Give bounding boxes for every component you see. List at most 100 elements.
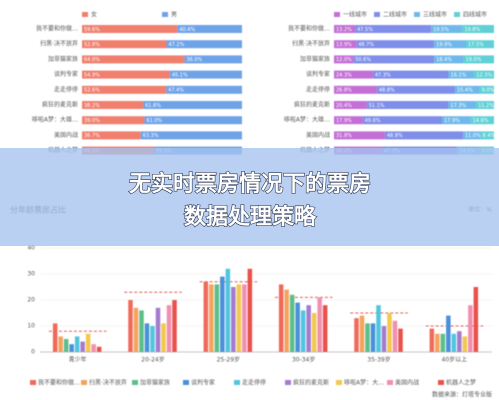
bar [322,305,328,352]
value-label: 48.8% [379,88,395,94]
bar [473,287,479,352]
bar-segment [82,25,178,33]
bar [247,268,253,352]
bar-segment [448,70,475,79]
value-label: 12.0% [336,57,352,63]
banner-band [0,148,499,246]
bar-segment [82,101,144,109]
value-label: 15.4% [457,88,473,94]
legend-label: 男 [171,12,177,19]
bar [150,326,155,352]
legend-swatch [285,380,291,385]
bar [311,313,317,352]
bar [365,323,370,352]
bar [166,305,172,352]
value-label: 17.5% [468,42,484,48]
bar [451,333,457,352]
bar [236,284,242,352]
value-label: 11.2% [478,103,494,109]
x-tick-label: 35-39岁 [367,356,390,364]
bar-segment [372,70,449,79]
value-label: 64.0% [84,57,100,63]
row-label: 走走停停 [54,85,78,93]
value-label: 47.4% [168,88,184,94]
bar-segment [463,55,494,64]
value-label: 36.0% [186,57,202,63]
value-label: 24.3% [336,72,352,78]
bar-segment [177,25,242,33]
bar-segment [143,101,242,109]
bar [225,268,231,352]
legend-label: 机器人之梦 [446,379,476,387]
bar [446,315,451,352]
bar [96,346,102,352]
bar [457,331,462,352]
value-label: 26.8% [336,88,352,94]
x-tick-label: 30-34岁 [292,356,315,364]
bar-segment [82,131,141,140]
bar-segment [82,85,167,94]
bar-segment [166,40,242,49]
bar [63,339,69,352]
value-label: 48.8% [387,133,403,139]
bar-segment [334,101,367,109]
value-label: 52.6% [84,88,100,94]
value-label: 63.3% [143,133,159,139]
value-label: 13.2% [336,27,352,33]
legend-swatch [162,12,168,17]
value-label: 19.8% [464,27,480,33]
value-label: 19.5% [433,27,449,33]
legend-label: 女 [91,11,97,19]
bar [435,333,440,352]
legend-label: 谈判专家 [191,379,215,387]
bar-segment [82,116,145,125]
legend-swatch [234,380,240,385]
bar-segment [144,116,242,125]
row-label: 谈判专家 [306,70,330,78]
y-tick-label: 30 [27,271,35,278]
value-label: 59.6% [84,27,100,33]
row-label: 美国内战 [306,131,330,139]
row-label: 扫黑·决不放弃 [40,40,78,48]
bar [203,281,209,352]
y-tick-label: 20 [27,297,35,304]
value-label: 45.1% [172,72,188,78]
bar [172,300,177,352]
x-tick-label: 20-24岁 [141,356,164,364]
bar [69,344,74,352]
legend-label: 三线城市 [423,11,447,19]
bar-segment [462,25,494,33]
legend-swatch [374,12,380,17]
legend-swatch [334,12,340,17]
bar [209,284,214,352]
bar [468,305,473,352]
bar-segment [166,85,242,94]
value-label: 18.4% [436,57,452,63]
legend-swatch [132,380,138,385]
bar-segment [353,55,435,64]
row-label: 疯狂的麦克斯 [42,101,78,109]
value-label: 19.9% [436,42,452,48]
bar [278,284,284,352]
bar [91,344,96,352]
legend-label: 哆啦A梦：大… [344,379,384,387]
value-label: 47.3% [375,72,391,78]
bar [133,307,139,352]
value-label: 31.8% [336,133,352,139]
value-label: 61.8% [145,103,161,109]
legend-label: 二线城市 [383,11,407,19]
legend-label: 一线城市 [343,11,367,19]
bar-segment [334,55,354,64]
value-label: 40.4% [179,27,195,33]
value-label: 49.6% [365,118,381,124]
bar [231,287,236,352]
legend-swatch [30,380,36,385]
value-label: 38.2% [84,103,100,109]
bar [284,289,289,352]
value-label: 36.7% [84,133,100,139]
bar [381,326,387,352]
legend-swatch [183,380,189,385]
legend-label: 走走停停 [242,379,266,387]
bar [300,310,306,352]
